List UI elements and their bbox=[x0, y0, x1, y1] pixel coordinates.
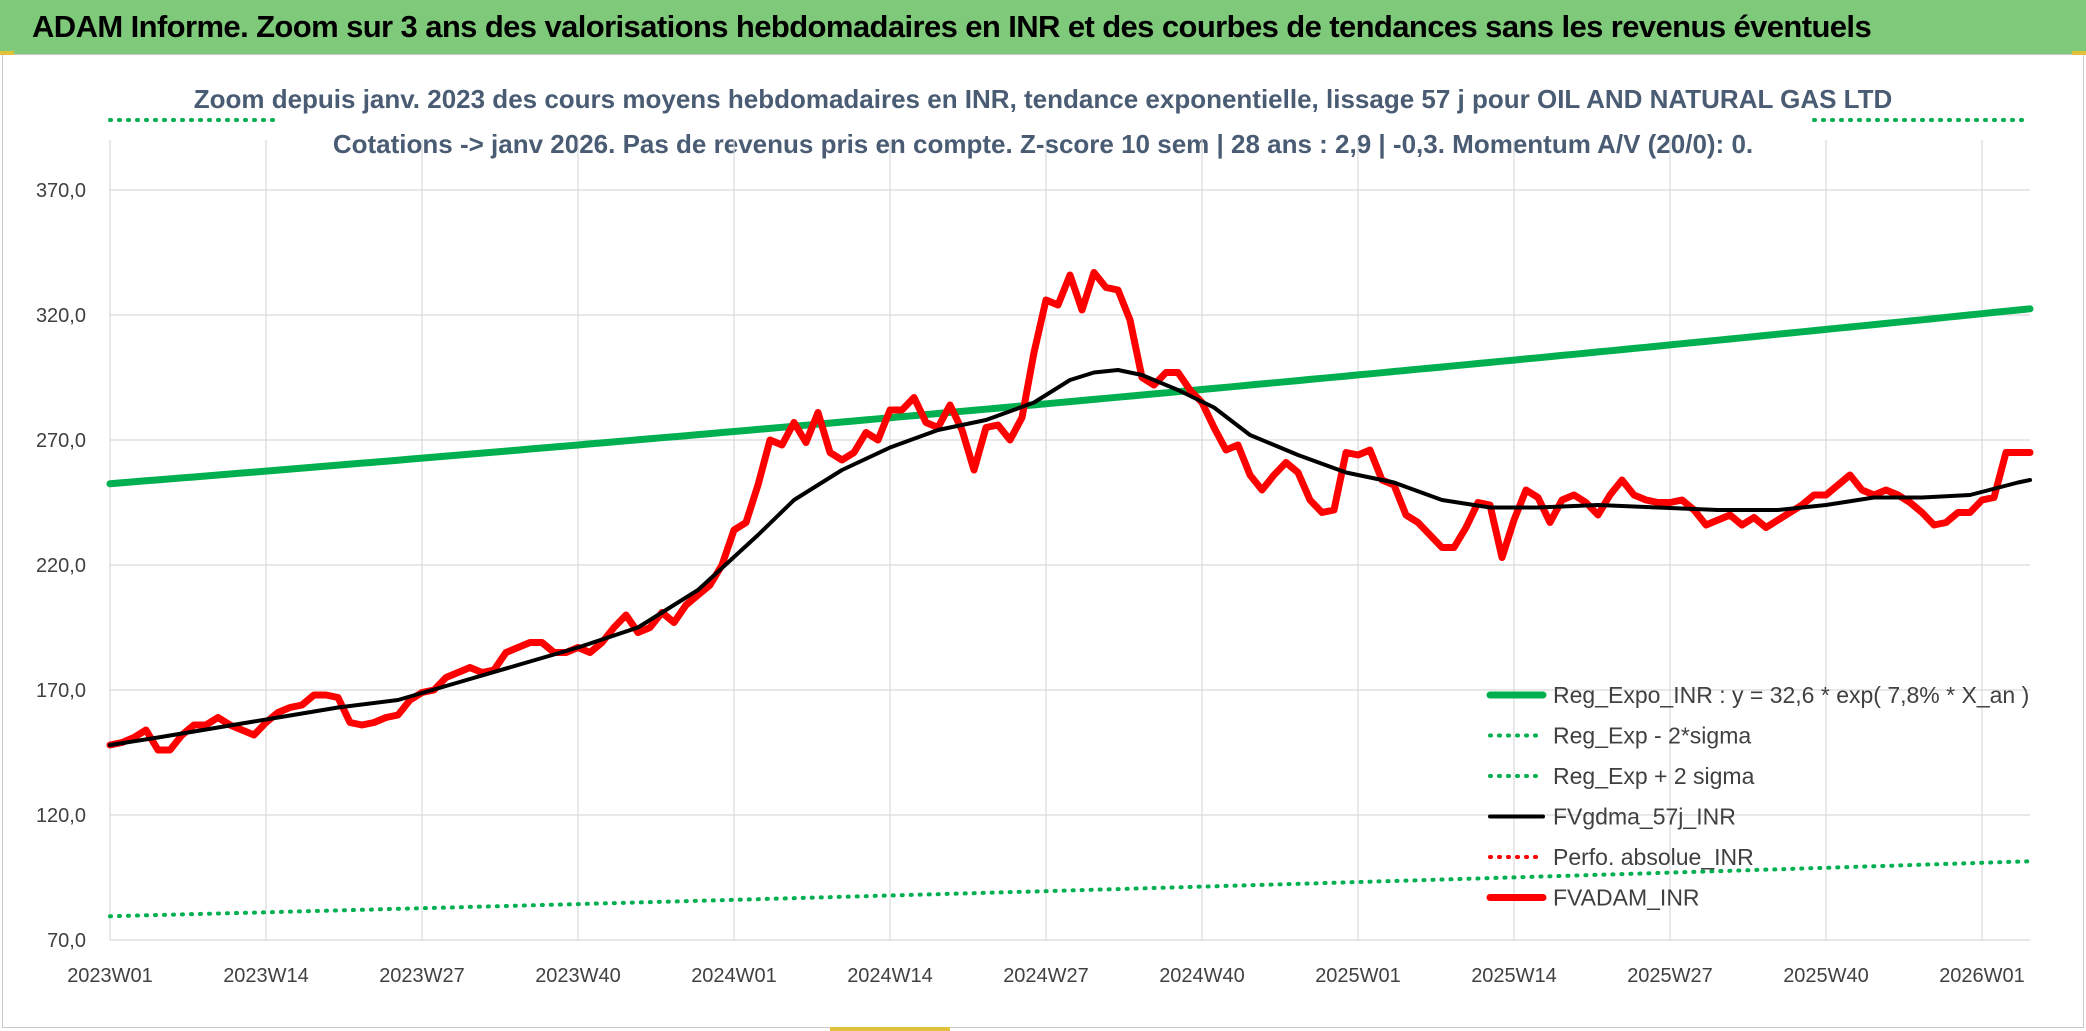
legend-label: Reg_Exp - 2*sigma bbox=[1553, 723, 1751, 749]
series-layer bbox=[106, 118, 2034, 919]
x-tick-label: 2023W40 bbox=[535, 965, 621, 987]
x-tick-label: 2024W01 bbox=[691, 965, 777, 987]
y-tick-label: 70,0 bbox=[47, 930, 86, 952]
y-tick-label: 170,0 bbox=[36, 680, 86, 702]
chart-subtitle: Cotations -> janv 2026. Pas de revenus p… bbox=[333, 129, 1753, 159]
chart-title: Zoom depuis janv. 2023 des cours moyens … bbox=[194, 84, 1893, 114]
x-tick-label: 2024W14 bbox=[847, 965, 933, 987]
series-line-3 bbox=[108, 368, 2032, 747]
x-tick-label: 2025W40 bbox=[1783, 965, 1869, 987]
y-tick-label: 370,0 bbox=[36, 180, 86, 202]
grid-layer: 70,0 120,0 170,0 220,0 270,0 320,0 370,0 2023W0… bbox=[36, 140, 2030, 987]
legend: Reg_Expo_INR : y = 32,6 * exp( 7,8% * X_… bbox=[1486, 682, 2029, 911]
y-tick-label: 220,0 bbox=[36, 555, 86, 577]
x-tick-label: 2023W27 bbox=[379, 965, 465, 987]
x-tick-label: 2025W01 bbox=[1315, 965, 1401, 987]
y-tick-label: 320,0 bbox=[36, 305, 86, 327]
x-tick-label: 2023W14 bbox=[223, 965, 309, 987]
x-tick-label: 2024W40 bbox=[1159, 965, 1245, 987]
legend-label: Reg_Exp + 2 sigma bbox=[1553, 763, 1755, 789]
x-tick-label: 2025W14 bbox=[1471, 965, 1557, 987]
series-line-1 bbox=[108, 859, 2032, 919]
x-tick-label: 2024W27 bbox=[1003, 965, 1089, 987]
report-banner: ADAM Informe. Zoom sur 3 ans des valoris… bbox=[0, 0, 2086, 54]
y-tick-label: 120,0 bbox=[36, 805, 86, 827]
x-tick-label: 2025W27 bbox=[1627, 965, 1713, 987]
x-tick-label: 2026W01 bbox=[1939, 965, 2025, 987]
legend-label: FVgdma_57j_INR bbox=[1553, 804, 1736, 830]
frame-corner-mark-left bbox=[0, 51, 14, 55]
report-title: ADAM Informe. Zoom sur 3 ans des valoris… bbox=[32, 9, 1872, 44]
chart-frame bbox=[2, 54, 2084, 1028]
series-line-0 bbox=[106, 305, 2034, 488]
y-tick-label: 270,0 bbox=[36, 430, 86, 452]
x-tick-label: 2023W01 bbox=[67, 965, 153, 987]
legend-label: Reg_Expo_INR : y = 32,6 * exp( 7,8% * X_… bbox=[1553, 682, 2029, 708]
frame-bottom-mark bbox=[830, 1027, 950, 1031]
frame-corner-mark-right bbox=[2072, 51, 2086, 55]
legend-label: Perfo. absolue_INR bbox=[1553, 844, 1754, 870]
legend-label: FVADAM_INR bbox=[1553, 885, 1700, 911]
